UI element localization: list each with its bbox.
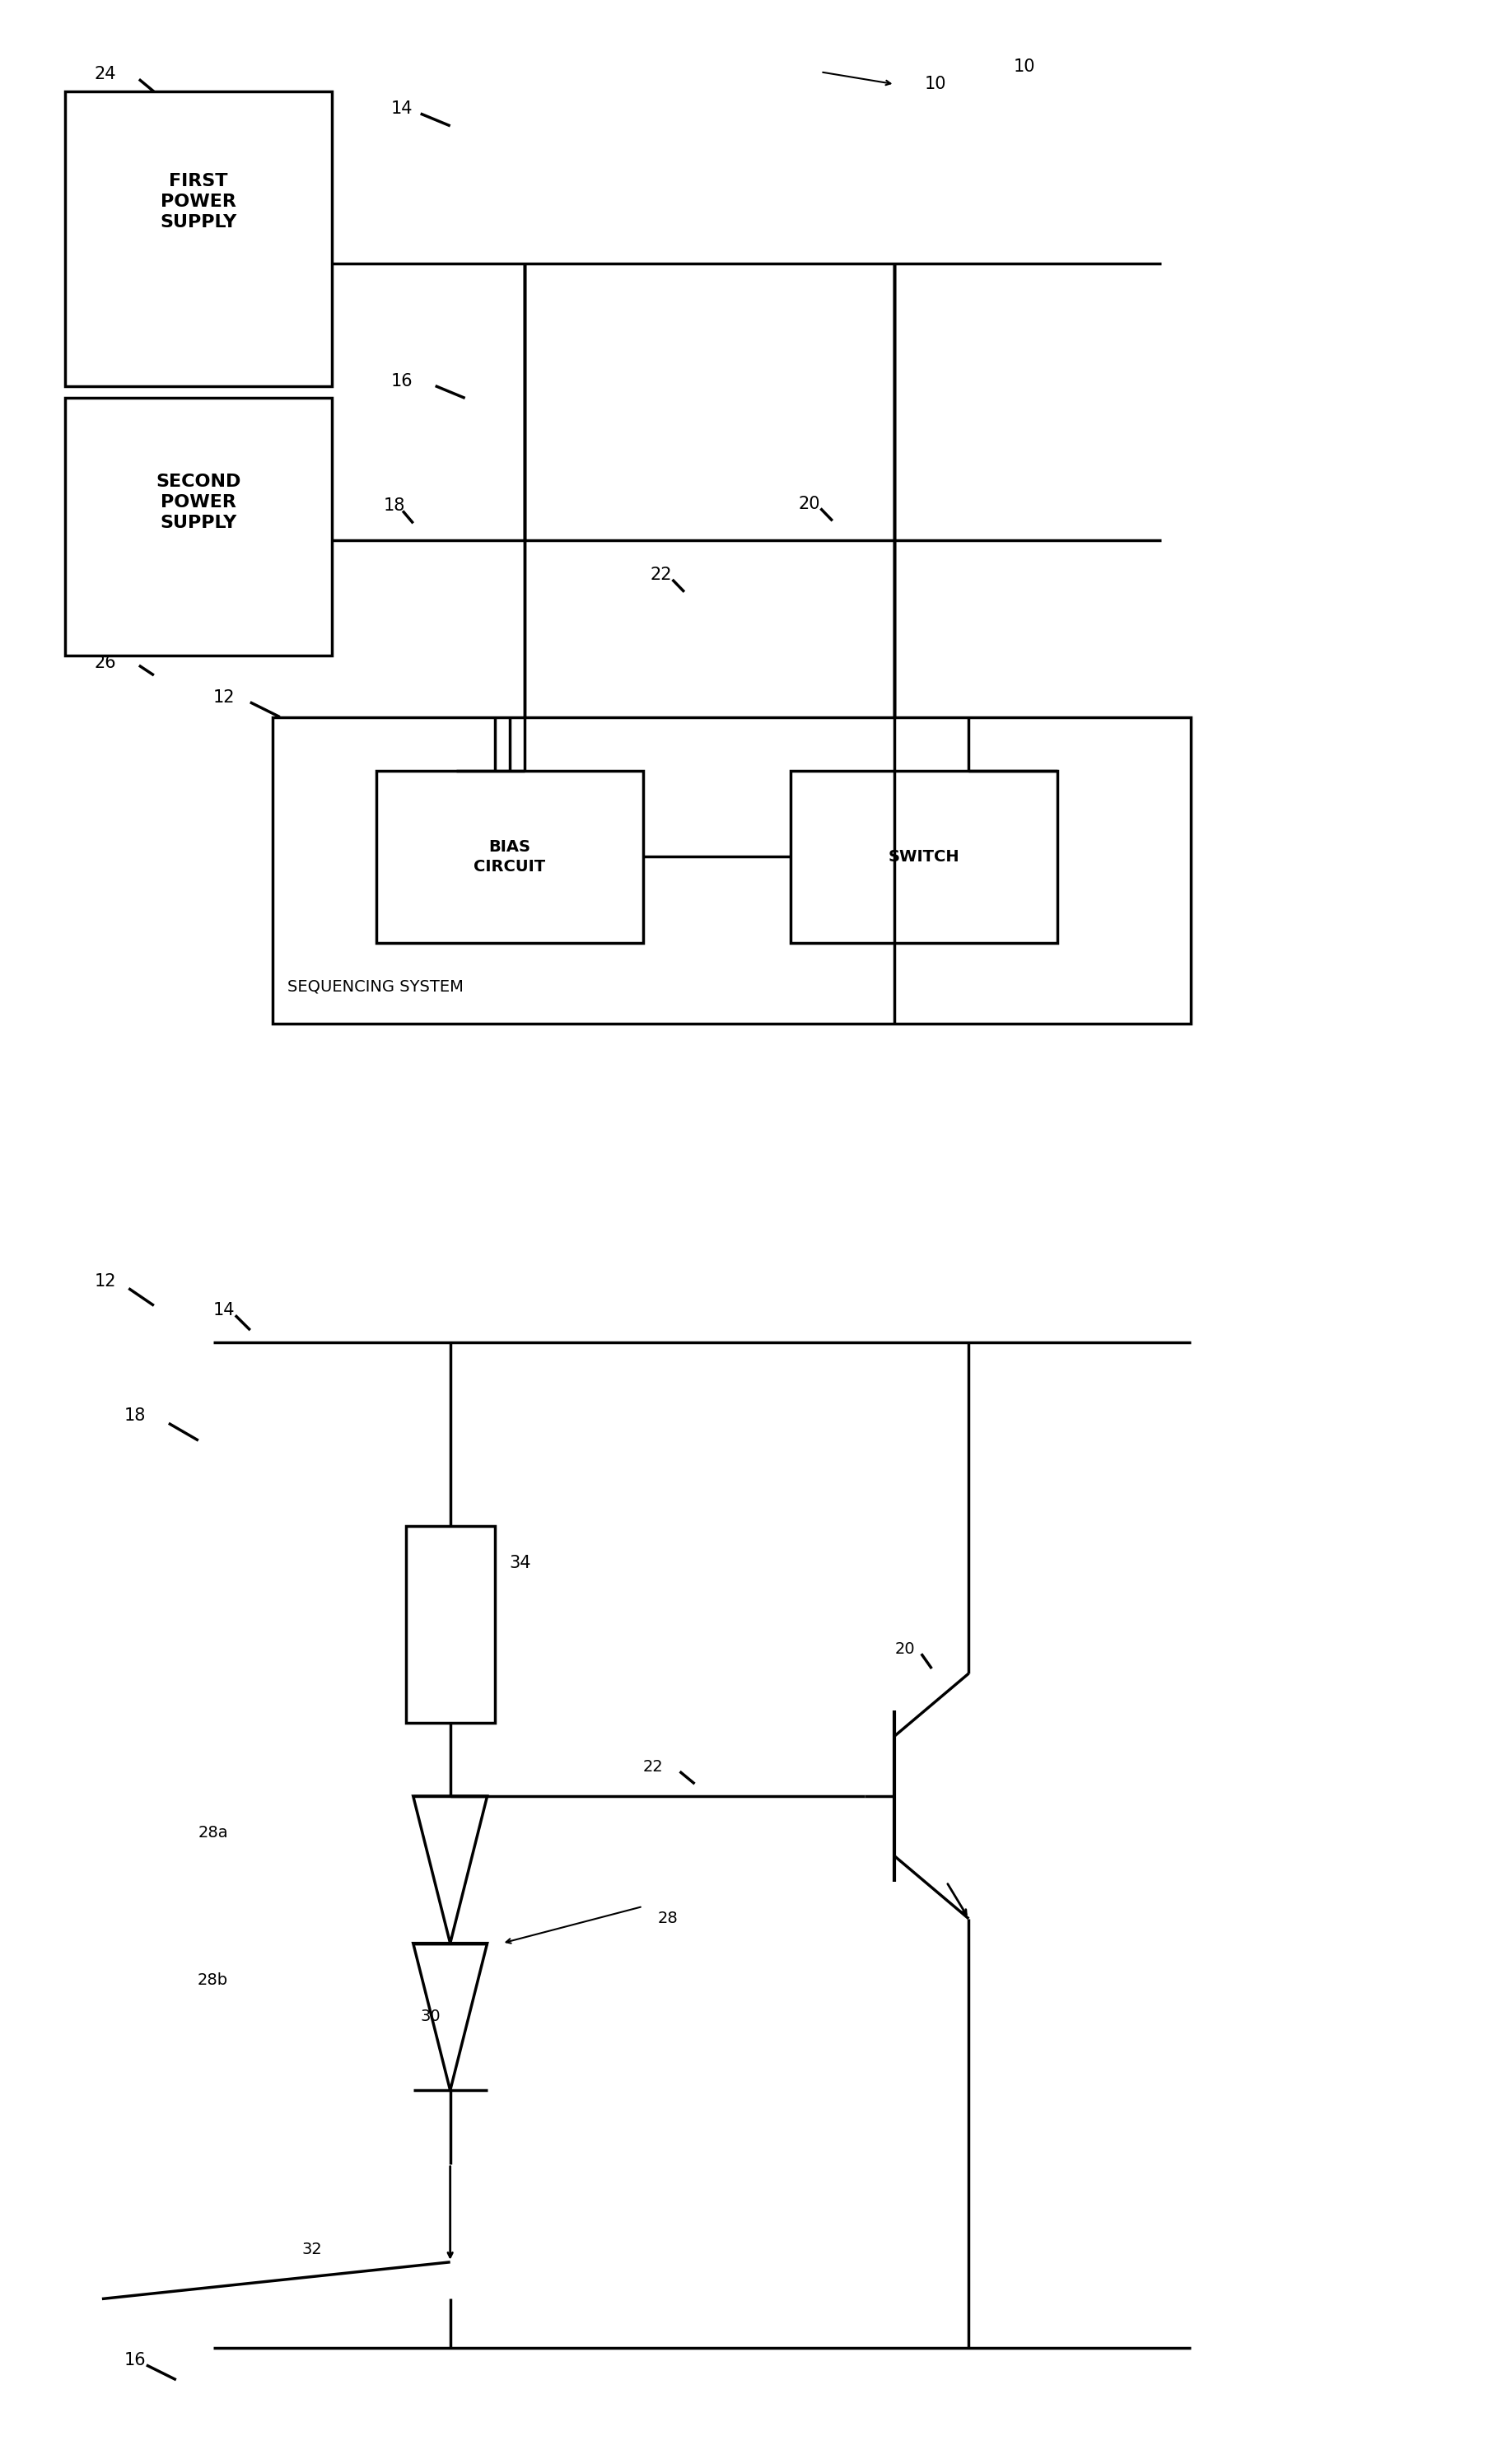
Text: 20: 20	[894, 1641, 915, 1656]
Text: 34: 34	[509, 1555, 532, 1572]
Text: SWITCH: SWITCH	[888, 850, 960, 865]
Text: 22: 22	[643, 1759, 663, 1774]
Text: 28a: 28a	[197, 1826, 228, 1841]
Text: 12: 12	[94, 1274, 116, 1289]
Text: 14: 14	[213, 1303, 234, 1318]
Bar	[66, 399, 331, 655]
Text: 18: 18	[384, 498, 405, 515]
Text: 24: 24	[94, 67, 116, 84]
Text: 22: 22	[649, 567, 672, 584]
Text: 14: 14	[391, 101, 412, 116]
Text: 16: 16	[391, 372, 414, 389]
Text: SEQUENCING SYSTEM: SEQUENCING SYSTEM	[287, 978, 463, 993]
Text: 28b: 28b	[197, 1971, 228, 1988]
Text: SECOND
POWER
SUPPLY: SECOND POWER SUPPLY	[155, 473, 240, 532]
Bar	[272, 717, 1191, 1023]
Text: 10: 10	[1014, 59, 1035, 76]
Text: FIRST
POWER
SUPPLY: FIRST POWER SUPPLY	[160, 172, 237, 232]
Bar	[376, 771, 643, 944]
Text: 32: 32	[302, 2242, 322, 2257]
Text: 30: 30	[421, 2008, 440, 2025]
Text: 20: 20	[799, 495, 820, 513]
Text: 26: 26	[94, 655, 116, 670]
Text: 12: 12	[213, 690, 234, 705]
Text: BIAS
CIRCUIT: BIAS CIRCUIT	[473, 840, 545, 875]
Bar	[791, 771, 1057, 944]
Text: 18: 18	[124, 1407, 146, 1424]
Text: 16: 16	[124, 2353, 146, 2368]
Polygon shape	[414, 1944, 487, 2089]
Bar	[66, 91, 331, 387]
Bar	[406, 1525, 494, 1722]
Polygon shape	[414, 1796, 487, 1944]
Text: 28: 28	[657, 1912, 678, 1927]
Text: 10: 10	[924, 76, 947, 94]
